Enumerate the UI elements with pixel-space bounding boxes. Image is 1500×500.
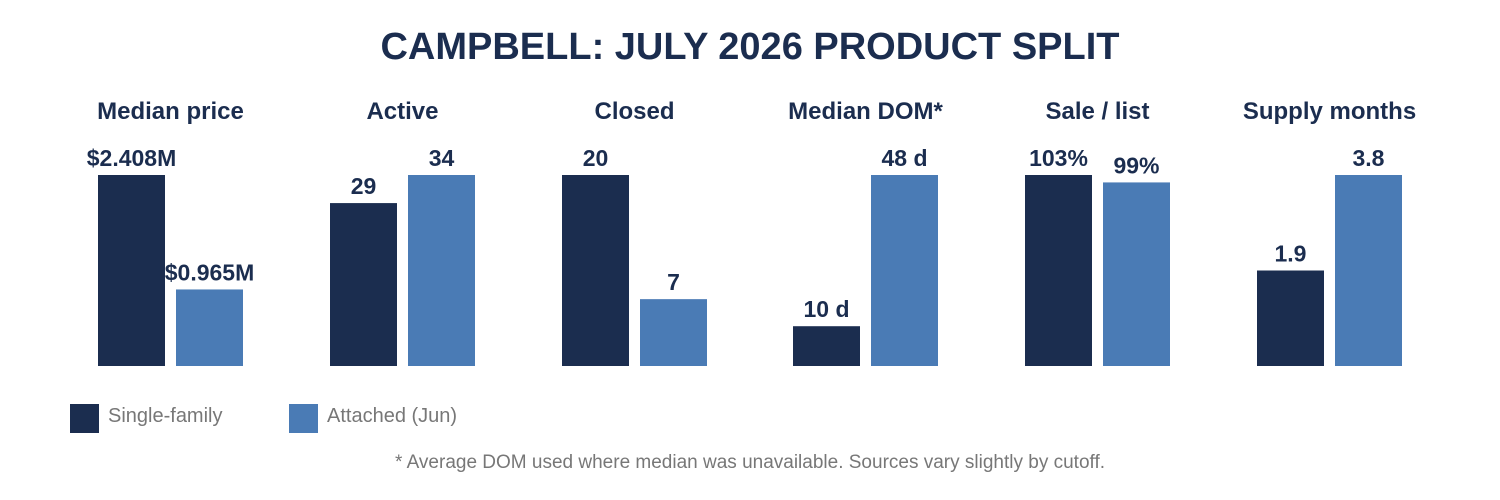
panel-title-median-price: Median price: [97, 98, 244, 125]
bar-closed-attached: [640, 299, 707, 366]
panel-title-active: Active: [366, 98, 438, 125]
value-label-supply-months-single-family: 1.9: [1275, 241, 1307, 267]
value-label-supply-months-attached: 3.8: [1353, 145, 1385, 171]
value-label-median-dom-attached: 48 d: [881, 145, 927, 171]
legend-swatch-attached: [289, 404, 318, 433]
value-label-active-attached: 34: [429, 145, 455, 171]
value-label-median-price-attached: $0.965M: [165, 259, 255, 285]
value-label-closed-attached: 7: [667, 269, 680, 295]
bar-active-attached: [408, 175, 475, 366]
bar-median-dom-attached: [871, 175, 938, 366]
bar-supply-months-single-family: [1257, 270, 1324, 366]
value-label-sale-list-single-family: 103%: [1029, 145, 1088, 171]
panels: Median price $2.408M $0.965M Active 29 34 Clos…: [87, 98, 1416, 366]
bar-median-price-single-family: [98, 175, 165, 366]
panel-title-closed: Closed: [594, 98, 674, 125]
value-label-sale-list-attached: 99%: [1113, 152, 1159, 178]
footnote: * Average DOM used where median was unav…: [395, 452, 1105, 473]
panel-title-supply-months: Supply months: [1243, 98, 1416, 125]
legend: Single-family Attached (Jun): [70, 404, 457, 433]
panel-title-sale-list: Sale / list: [1045, 98, 1149, 125]
bar-sale-list-single-family: [1025, 175, 1092, 366]
legend-label-attached: Attached (Jun): [327, 405, 457, 427]
bar-active-single-family: [330, 203, 397, 366]
value-label-closed-single-family: 20: [583, 145, 609, 171]
panel-title-median-dom: Median DOM*: [788, 98, 943, 125]
bar-closed-single-family: [562, 175, 629, 366]
value-label-active-single-family: 29: [351, 173, 377, 199]
bar-median-price-attached: [176, 289, 243, 366]
legend-label-single-family: Single-family: [108, 405, 222, 427]
bar-median-dom-single-family: [793, 326, 860, 366]
legend-swatch-single-family: [70, 404, 99, 433]
value-label-median-dom-single-family: 10 d: [803, 296, 849, 322]
bar-supply-months-attached: [1335, 175, 1402, 366]
chart-title: CAMPBELL: JULY 2026 PRODUCT SPLIT: [380, 26, 1119, 68]
value-label-median-price-single-family: $2.408M: [87, 145, 177, 171]
bar-sale-list-attached: [1103, 182, 1170, 366]
